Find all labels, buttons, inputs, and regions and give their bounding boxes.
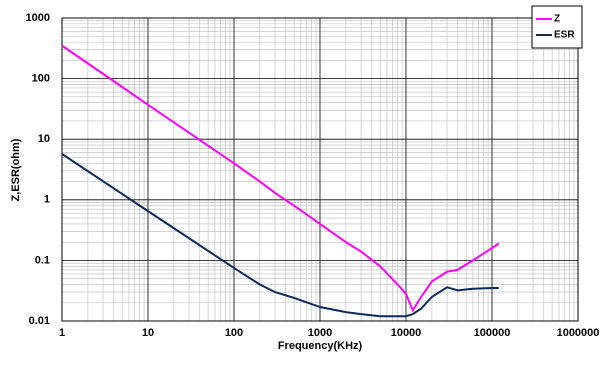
x-tick-label: 1000000 <box>557 327 600 339</box>
x-tick-label: 10000 <box>391 327 422 339</box>
data-line <box>61 153 499 318</box>
legend-box <box>531 5 583 49</box>
x-tick-label: 1 <box>59 327 65 339</box>
y-tick-label: 0.1 <box>35 254 50 266</box>
legend-label: ESR <box>554 30 575 41</box>
x-tick-label: 100 <box>225 327 243 339</box>
y-tick-label: 1000 <box>26 12 50 24</box>
x-tick-label: 1000 <box>308 327 332 339</box>
y-axis-title: Z,ESR(ohm) <box>10 138 22 201</box>
data-line <box>61 44 500 313</box>
legend-label: Z <box>554 14 560 25</box>
x-tick-label: 100000 <box>474 327 511 339</box>
plot-border <box>61 17 579 322</box>
y-tick-label: 100 <box>32 73 50 85</box>
y-tick-label: 0.01 <box>29 315 50 327</box>
y-tick-label: 1 <box>44 194 50 206</box>
x-axis-title: Frequency(KHz) <box>278 340 363 352</box>
y-tick-label: 10 <box>38 133 50 145</box>
x-tick-label: 10 <box>142 327 154 339</box>
